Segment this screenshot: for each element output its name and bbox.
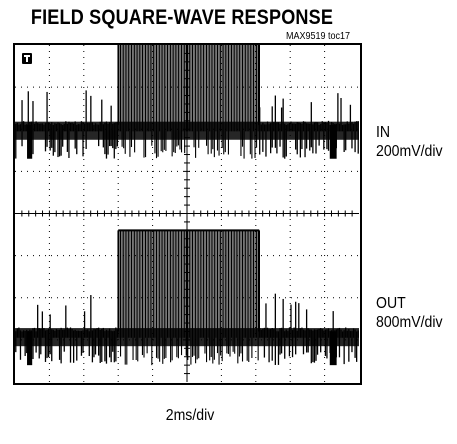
trigger-marker-icon	[22, 52, 32, 70]
trace-vsync	[329, 125, 337, 159]
trace-in	[15, 45, 359, 159]
grid	[15, 45, 359, 382]
figure-id: MAX9519 toc17	[286, 31, 351, 42]
plot-area	[15, 45, 359, 382]
trace-vsync	[27, 331, 33, 366]
in-name: IN	[376, 124, 391, 141]
trace-vsync	[329, 331, 337, 366]
scope-screen	[13, 43, 362, 385]
trace-out	[15, 229, 359, 366]
x-scale-label: 2ms/div	[165, 407, 215, 424]
out-name: OUT	[376, 295, 406, 312]
in-channel-label: IN 200mV/div	[376, 123, 443, 161]
chart-title: FIELD SQUARE-WAVE RESPONSE	[30, 6, 334, 29]
trace-baseline	[15, 121, 359, 140]
out-scale: 800mV/div	[376, 314, 443, 331]
in-scale: 200mV/div	[376, 143, 443, 160]
trace-baseline	[15, 328, 359, 347]
out-channel-label: OUT 800mV/div	[376, 294, 443, 332]
trace-vsync	[27, 125, 33, 159]
